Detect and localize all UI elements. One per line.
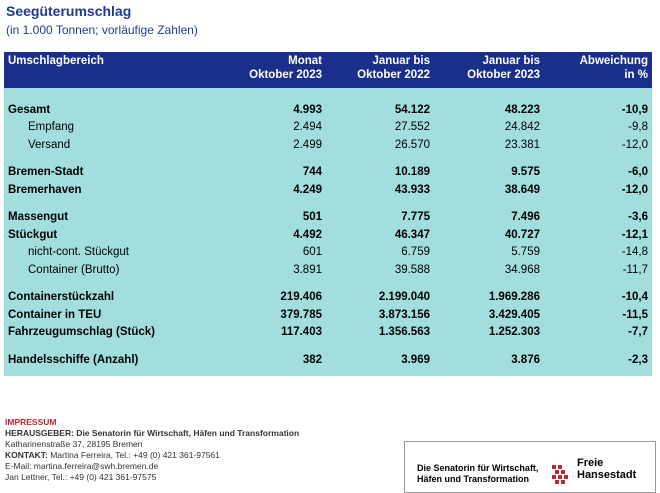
impressum-publisher: HERAUSGEBER: Die Senatorin für Wirtschaf… <box>5 428 300 438</box>
header-abweichung: Abweichung in % <box>544 52 652 88</box>
impressum: IMPRESSUM HERAUSGEBER: Die Senatorin für… <box>5 417 299 483</box>
table-row: Fahrzeugumschlag (Stück) 117.403 1.356.563… <box>4 320 652 338</box>
table-row: Versand 2.499 26.570 23.381 -12,0 <box>4 133 652 151</box>
table-spacer <box>4 365 652 376</box>
table-row: Empfang 2.494 27.552 24.842 -9,8 <box>4 115 652 133</box>
header-umschlagbereich: Umschlagbereich <box>4 52 196 88</box>
table-spacer <box>4 150 652 161</box>
table-row: Gesamt 4.993 54.122 48.223 -10,9 <box>4 98 652 116</box>
table-row: Bremen-Stadt 744 10.189 9.575 -6,0 <box>4 160 652 178</box>
table-row: Stückgut 4.492 46.347 40.727 -12,1 <box>4 223 652 241</box>
table-spacer <box>4 275 652 286</box>
senator-logo: Die Senatorin für Wirtschaft, Häfen und … <box>404 441 656 493</box>
table-spacer <box>4 195 652 206</box>
page-subtitle: (in 1.000 Tonnen; vorläufige Zahlen) <box>6 23 198 37</box>
table-row: Container (Brutto) 3.891 39.588 34.968 -11,7 <box>4 258 652 276</box>
page-title: Seegüterumschlag <box>6 3 132 19</box>
table-spacer <box>4 338 652 348</box>
coat-of-arms-icon <box>552 465 568 484</box>
logo-text: Die Senatorin für Wirtschaft, Häfen und … <box>417 463 539 484</box>
header-jan-okt-2022: Januar bis Oktober 2022 <box>326 52 434 88</box>
table-spacer <box>4 88 652 98</box>
logo-right-text: Freie Hansestadt <box>577 457 637 481</box>
header-monat: Monat Oktober 2023 <box>196 52 326 88</box>
table-row: Containerstückzahl 219.406 2.199.040 1.969.… <box>4 285 652 303</box>
header-jan-okt-2023: Januar bis Oktober 2023 <box>434 52 544 88</box>
impressum-address: Katharinenstraße 37, 28195 Bremen <box>5 439 143 449</box>
impressum-extra: Jan Lettner, Tel.: +49 (0) 421 361-97575 <box>5 472 157 482</box>
table-row: Container in TEU 379.785 3.873.156 3.429.40… <box>4 303 652 321</box>
table-row: Massengut 501 7.775 7.496 -3,6 <box>4 205 652 223</box>
cargo-table: Umschlagbereich Monat Oktober 2023 Januar… <box>4 52 652 376</box>
impressum-email: E-Mail: martina.ferreira@swh.bremen.de <box>5 461 159 471</box>
table-row: Bremerhaven 4.249 43.933 38.649 -12,0 <box>4 178 652 196</box>
impressum-contact: KONTAKT: Martina Ferreira, Tel.: +49 (0)… <box>5 450 220 460</box>
table-row: Handelsschiffe (Anzahl) 382 3.969 3.876 -2,3 <box>4 348 652 366</box>
table-header-row: Umschlagbereich Monat Oktober 2023 Januar… <box>4 52 652 88</box>
table-row: nicht-cont. Stückgut 601 6.759 5.759 -14,8 <box>4 240 652 258</box>
impressum-heading: IMPRESSUM <box>5 417 57 427</box>
